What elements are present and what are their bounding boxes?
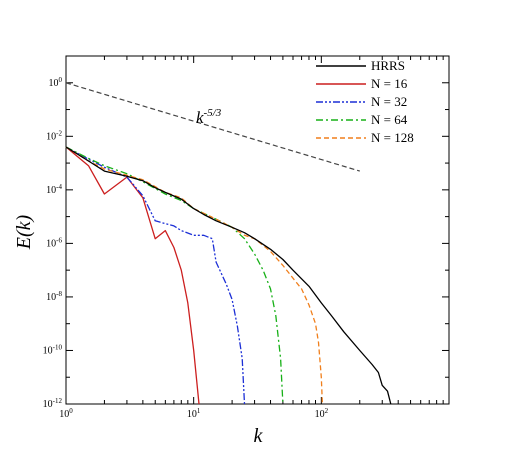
y-tick-label: 10-2 (46, 129, 62, 142)
series-line-hrrs (65, 146, 392, 405)
y-tick-label: 10-10 (43, 343, 63, 356)
legend: HRRS N = 16 N = 32 N = 64 N = 128 (316, 58, 414, 145)
slope-annotation: k-5/3 (196, 107, 222, 127)
y-axis-label: E(k) (13, 214, 35, 250)
x-tick-label: 102 (315, 407, 329, 420)
legend-label: HRRS (371, 58, 405, 73)
reference-slope-line (65, 82, 360, 172)
series-line-n-128 (65, 146, 324, 405)
legend-label: N = 16 (371, 76, 408, 91)
x-axis-label: k (254, 425, 264, 447)
legend-label: N = 32 (371, 94, 407, 109)
plot-frame (65, 55, 450, 405)
series-lines (65, 82, 392, 405)
slope-annotation-text: k-5/3 (196, 107, 222, 127)
x-tick-label: 100 (59, 407, 73, 420)
legend-label: N = 64 (371, 112, 408, 127)
y-tick-label: 100 (49, 76, 63, 89)
y-tick-label: 10-4 (46, 183, 62, 196)
series-line-n-32 (65, 146, 246, 405)
axis-ticks (65, 55, 449, 405)
y-tick-label: 10-8 (46, 290, 62, 303)
legend-label: N = 128 (371, 130, 414, 145)
x-tick-label: 101 (187, 407, 201, 420)
series-line-n-16 (65, 146, 200, 405)
series-line-n-64 (65, 146, 284, 405)
y-tick-label: 10-6 (46, 236, 62, 249)
